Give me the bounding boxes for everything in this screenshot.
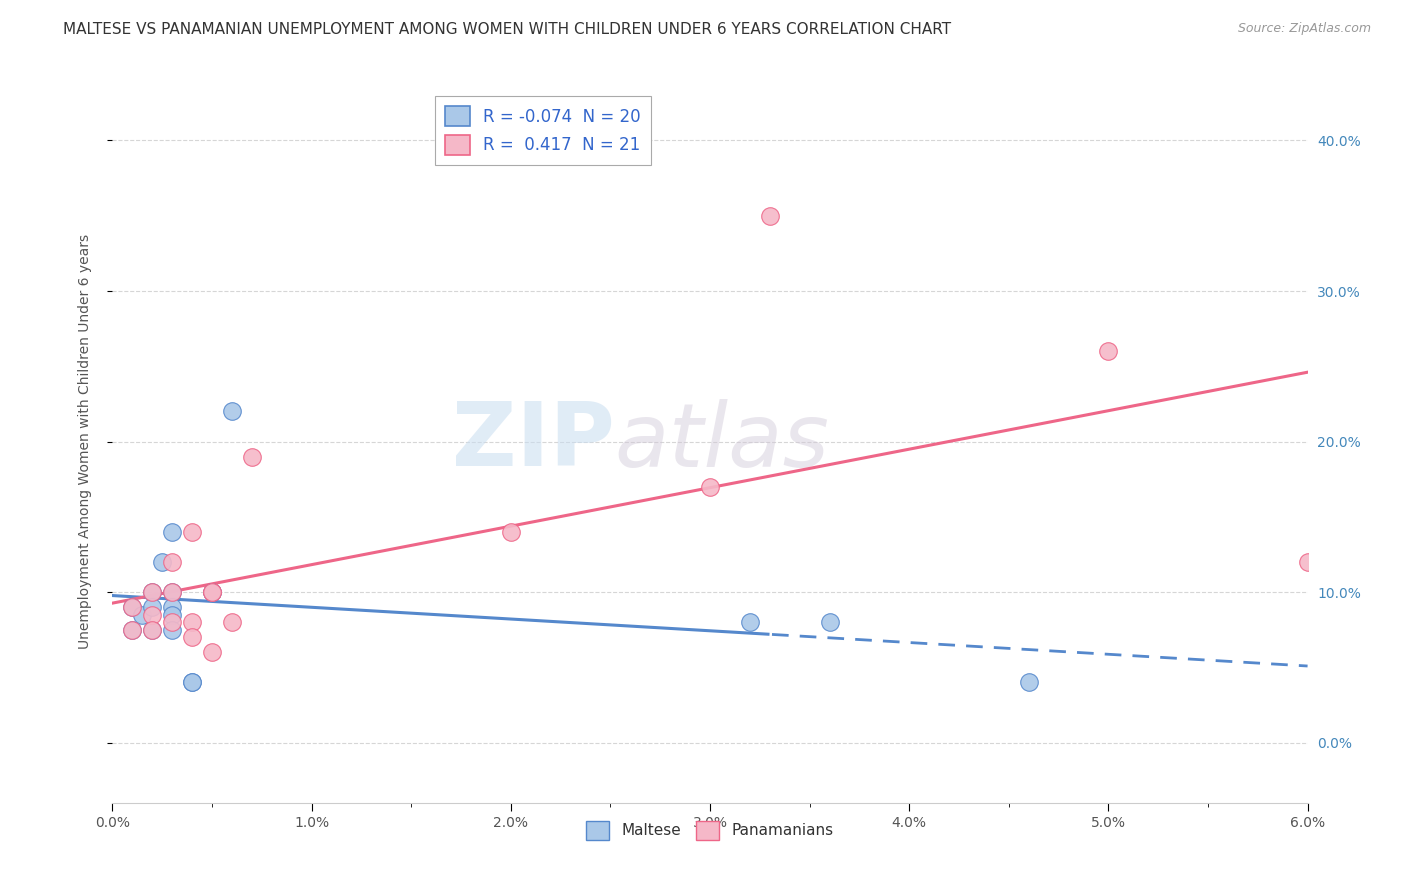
Point	[1097, 344, 1119, 359]
Point	[201, 585, 224, 599]
Point	[201, 585, 224, 599]
Point	[141, 585, 163, 599]
Point	[162, 623, 183, 637]
Point	[181, 615, 204, 630]
Point	[141, 623, 163, 637]
Point	[201, 585, 224, 599]
Point	[121, 600, 143, 615]
Point	[1018, 675, 1040, 690]
Y-axis label: Unemployment Among Women with Children Under 6 years: Unemployment Among Women with Children U…	[77, 234, 91, 649]
Point	[181, 524, 204, 539]
Point	[162, 585, 183, 599]
Text: Source: ZipAtlas.com: Source: ZipAtlas.com	[1237, 22, 1371, 36]
Point	[150, 555, 173, 569]
Point	[181, 675, 204, 690]
Legend: Maltese, Panamanians: Maltese, Panamanians	[581, 815, 839, 846]
Point	[240, 450, 263, 464]
Point	[141, 623, 163, 637]
Point	[221, 615, 243, 630]
Point	[121, 600, 143, 615]
Point	[162, 555, 183, 569]
Point	[162, 615, 183, 630]
Point	[738, 615, 761, 630]
Point	[141, 607, 163, 622]
Point	[121, 623, 143, 637]
Point	[699, 480, 721, 494]
Point	[181, 630, 204, 644]
Point	[1296, 555, 1319, 569]
Point	[162, 607, 183, 622]
Point	[131, 607, 153, 622]
Point	[181, 675, 204, 690]
Text: MALTESE VS PANAMANIAN UNEMPLOYMENT AMONG WOMEN WITH CHILDREN UNDER 6 YEARS CORRE: MALTESE VS PANAMANIAN UNEMPLOYMENT AMONG…	[63, 22, 952, 37]
Text: atlas: atlas	[614, 399, 830, 484]
Point	[162, 600, 183, 615]
Point	[499, 524, 522, 539]
Point	[162, 585, 183, 599]
Point	[162, 524, 183, 539]
Point	[818, 615, 841, 630]
Point	[141, 600, 163, 615]
Point	[759, 209, 782, 223]
Point	[121, 623, 143, 637]
Point	[201, 645, 224, 659]
Text: ZIP: ZIP	[451, 398, 614, 485]
Point	[201, 585, 224, 599]
Point	[221, 404, 243, 418]
Point	[141, 585, 163, 599]
